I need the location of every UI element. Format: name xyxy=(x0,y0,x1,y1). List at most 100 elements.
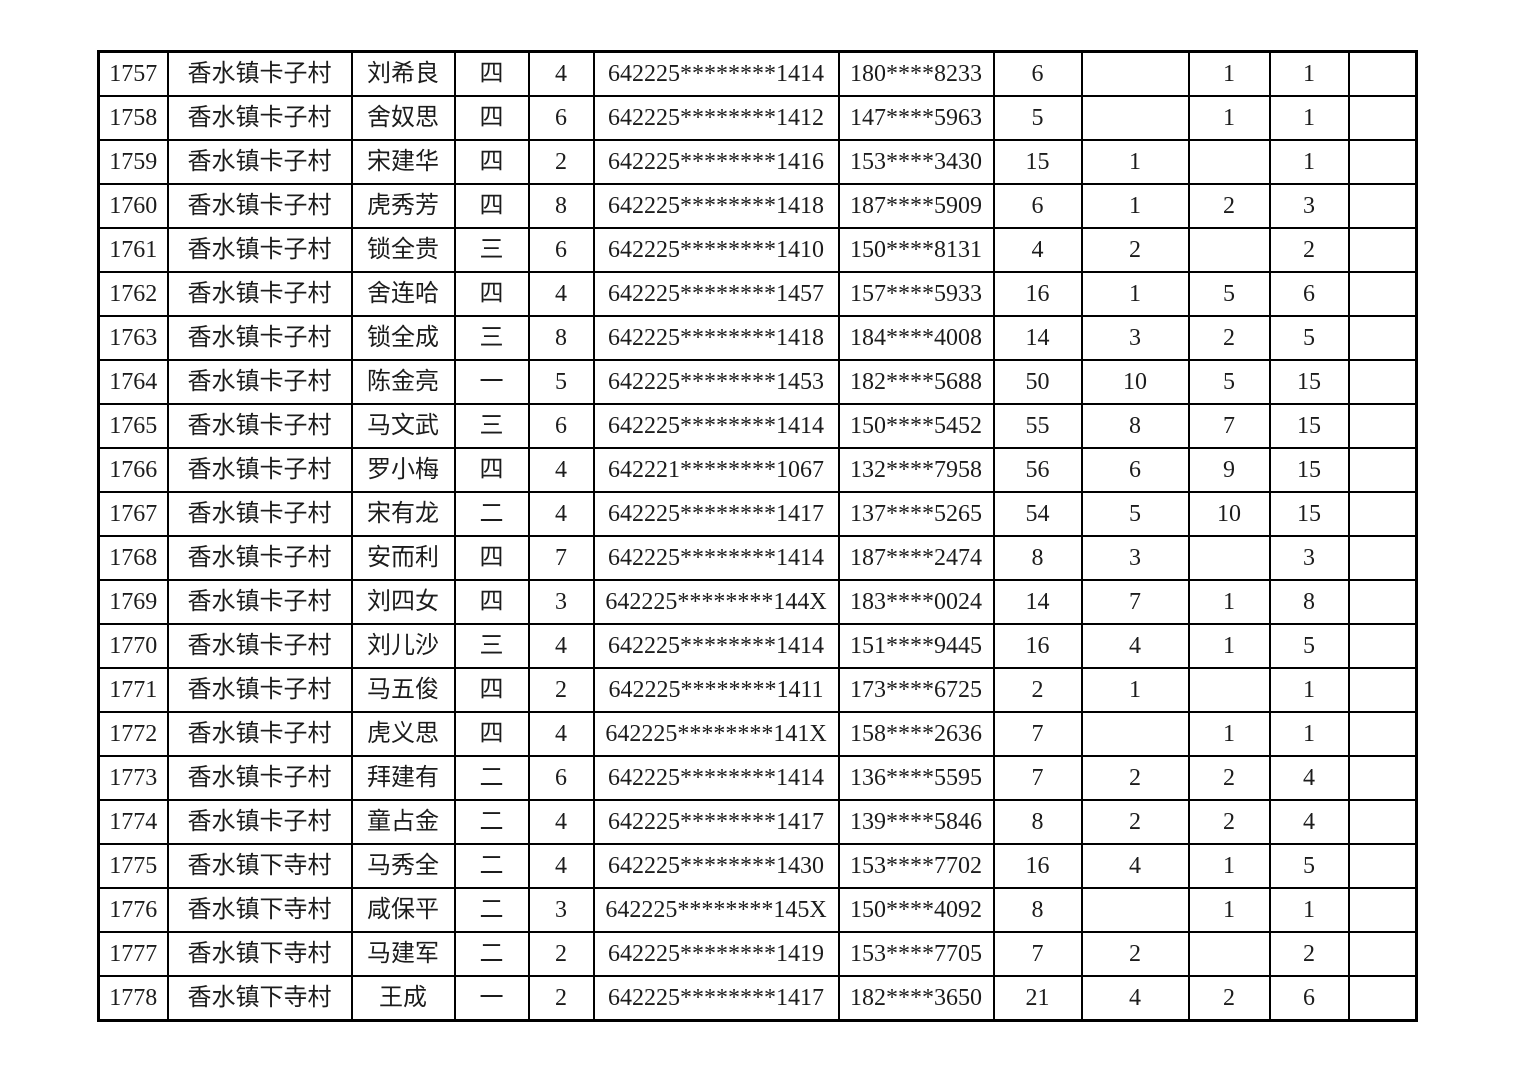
cell-chinese-numeral: 四 xyxy=(453,139,530,185)
cell-value-3: 2 xyxy=(1187,183,1271,229)
cell-serial-number: 1778 xyxy=(97,975,169,1022)
cell-value-2: 8 xyxy=(1080,403,1190,449)
cell-value-4: 1 xyxy=(1268,95,1350,141)
cell-count: 2 xyxy=(527,139,595,185)
cell-chinese-numeral: 一 xyxy=(453,975,530,1022)
cell-person-name: 安而利 xyxy=(350,535,456,581)
cell-blank xyxy=(1347,931,1418,977)
cell-village: 香水镇卡子村 xyxy=(166,799,353,845)
cell-serial-number: 1775 xyxy=(97,843,169,889)
cell-value-3: 1 xyxy=(1187,623,1271,669)
cell-value-1: 55 xyxy=(992,403,1083,449)
cell-blank xyxy=(1347,667,1418,713)
cell-chinese-numeral: 一 xyxy=(453,359,530,405)
cell-count: 4 xyxy=(527,711,595,757)
cell-person-name: 马五俊 xyxy=(350,667,456,713)
table-row: 1777 香水镇下寺村 马建军二 2 642225********1419 153****… xyxy=(97,931,1418,977)
cell-blank xyxy=(1347,95,1418,141)
cell-serial-number: 1766 xyxy=(97,447,169,493)
cell-count: 2 xyxy=(527,667,595,713)
cell-masked-phone: 132****7958 xyxy=(837,447,995,493)
cell-value-3: 2 xyxy=(1187,315,1271,361)
cell-value-1: 16 xyxy=(992,271,1083,317)
cell-blank xyxy=(1347,579,1418,625)
cell-value-2: 1 xyxy=(1080,139,1190,185)
cell-chinese-numeral: 二 xyxy=(453,491,530,537)
cell-count: 6 xyxy=(527,755,595,801)
cell-value-4: 1 xyxy=(1268,667,1350,713)
cell-value-3: 1 xyxy=(1187,50,1271,97)
cell-masked-phone: 153****7702 xyxy=(837,843,995,889)
cell-count: 4 xyxy=(527,271,595,317)
cell-person-name: 罗小梅 xyxy=(350,447,456,493)
cell-blank xyxy=(1347,887,1418,933)
table-row: 1761 香水镇卡子村 锁全贵三 6 642225********1410 150****… xyxy=(97,227,1418,273)
cell-blank xyxy=(1347,843,1418,889)
cell-blank xyxy=(1347,359,1418,405)
cell-serial-number: 1769 xyxy=(97,579,169,625)
cell-value-3: 1 xyxy=(1187,711,1271,757)
cell-count: 3 xyxy=(527,579,595,625)
cell-value-4: 15 xyxy=(1268,403,1350,449)
cell-value-4: 5 xyxy=(1268,315,1350,361)
cell-value-3 xyxy=(1187,535,1271,581)
cell-serial-number: 1761 xyxy=(97,227,169,273)
cell-chinese-numeral: 四 xyxy=(453,183,530,229)
cell-value-1: 21 xyxy=(992,975,1083,1022)
cell-masked-id: 642225********1414 xyxy=(592,755,840,801)
cell-value-3: 9 xyxy=(1187,447,1271,493)
cell-person-name: 舍奴思 xyxy=(350,95,456,141)
cell-count: 2 xyxy=(527,975,595,1022)
cell-value-3: 2 xyxy=(1187,975,1271,1022)
cell-serial-number: 1774 xyxy=(97,799,169,845)
cell-masked-phone: 182****5688 xyxy=(837,359,995,405)
cell-value-1: 6 xyxy=(992,183,1083,229)
cell-value-2 xyxy=(1080,887,1190,933)
cell-serial-number: 1759 xyxy=(97,139,169,185)
cell-blank xyxy=(1347,447,1418,493)
cell-count: 4 xyxy=(527,843,595,889)
cell-blank xyxy=(1347,755,1418,801)
cell-blank xyxy=(1347,227,1418,273)
cell-value-1: 5 xyxy=(992,95,1083,141)
table-row: 1768 香水镇卡子村 安而利四 7 642225********1414 187****… xyxy=(97,535,1418,581)
cell-masked-id: 642225********1414 xyxy=(592,50,840,97)
cell-person-name: 虎秀芳 xyxy=(350,183,456,229)
cell-chinese-numeral: 三 xyxy=(453,403,530,449)
cell-value-2: 6 xyxy=(1080,447,1190,493)
cell-value-3: 1 xyxy=(1187,843,1271,889)
cell-value-1: 8 xyxy=(992,887,1083,933)
cell-chinese-numeral: 二 xyxy=(453,843,530,889)
cell-masked-phone: 180****8233 xyxy=(837,50,995,97)
cell-serial-number: 1770 xyxy=(97,623,169,669)
cell-value-4: 8 xyxy=(1268,579,1350,625)
cell-person-name: 舍连哈 xyxy=(350,271,456,317)
cell-value-1: 8 xyxy=(992,799,1083,845)
cell-blank xyxy=(1347,50,1418,97)
cell-chinese-numeral: 四 xyxy=(453,271,530,317)
cell-value-4: 1 xyxy=(1268,887,1350,933)
cell-value-1: 6 xyxy=(992,50,1083,97)
cell-masked-id: 642225********1414 xyxy=(592,403,840,449)
cell-value-3: 2 xyxy=(1187,755,1271,801)
cell-masked-phone: 173****6725 xyxy=(837,667,995,713)
cell-masked-phone: 147****5963 xyxy=(837,95,995,141)
table-row: 1766 香水镇卡子村 罗小梅四 4 642221********1067 132****… xyxy=(97,447,1418,493)
cell-count: 7 xyxy=(527,535,595,581)
cell-village: 香水镇卡子村 xyxy=(166,227,353,273)
table-body: 1757 香水镇卡子村 刘希良四 4 642225********1414 180****… xyxy=(97,50,1418,1022)
cell-value-3: 7 xyxy=(1187,403,1271,449)
cell-chinese-numeral: 二 xyxy=(453,887,530,933)
cell-count: 4 xyxy=(527,50,595,97)
cell-masked-id: 642225********1417 xyxy=(592,799,840,845)
cell-masked-phone: 150****8131 xyxy=(837,227,995,273)
cell-serial-number: 1771 xyxy=(97,667,169,713)
cell-village: 香水镇卡子村 xyxy=(166,95,353,141)
cell-chinese-numeral: 四 xyxy=(453,711,530,757)
cell-chinese-numeral: 二 xyxy=(453,755,530,801)
cell-masked-id: 642225********1418 xyxy=(592,315,840,361)
cell-value-2: 3 xyxy=(1080,315,1190,361)
cell-value-4: 3 xyxy=(1268,183,1350,229)
cell-value-2 xyxy=(1080,711,1190,757)
cell-masked-id: 642225********145X xyxy=(592,887,840,933)
